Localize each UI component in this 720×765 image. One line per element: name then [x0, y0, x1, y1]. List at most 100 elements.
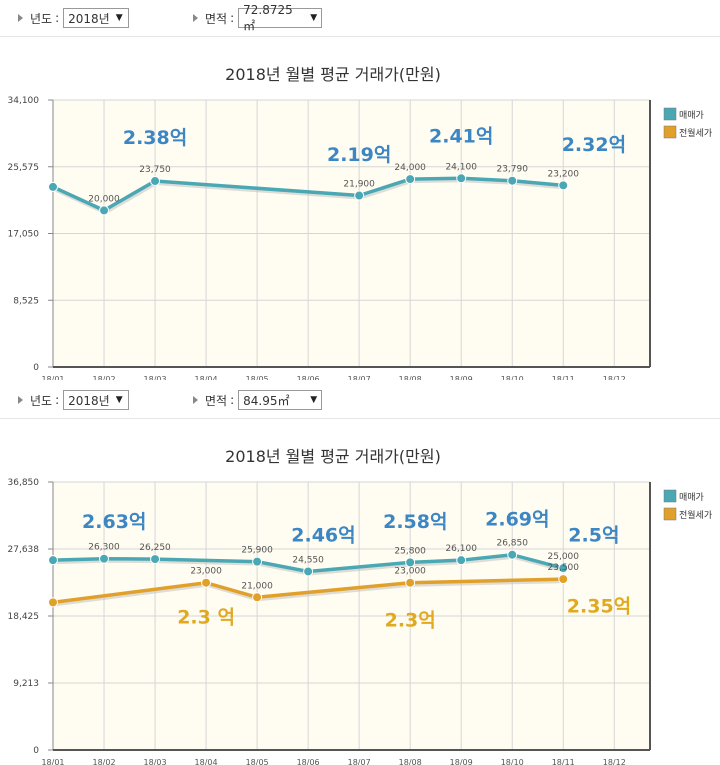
x-tick-label: 18/05: [246, 375, 269, 380]
x-tick-label: 18/02: [92, 758, 115, 765]
data-label: 24,100: [445, 162, 477, 172]
data-point: [456, 173, 467, 184]
data-label: 25,800: [394, 546, 426, 556]
data-label: 24,550: [292, 555, 324, 565]
price-annotation: 2.63억: [82, 511, 146, 533]
data-point: [150, 554, 161, 565]
data-point: [507, 549, 518, 560]
data-point: [456, 555, 467, 566]
legend-swatch: [663, 107, 677, 121]
year-select-value: 2018년: [68, 393, 110, 408]
x-tick-label: 18/12: [603, 758, 626, 765]
x-tick-label: 18/03: [144, 375, 167, 380]
data-label: 26,250: [139, 543, 171, 553]
data-label: 23,790: [496, 165, 528, 175]
price-annotation: 2.3 억: [177, 606, 235, 628]
legend-swatch: [663, 507, 677, 521]
y-tick-label: 17,050: [8, 230, 40, 240]
x-tick-label: 18/05: [246, 758, 269, 765]
price-line-chart: 2018년 월별 평균 거래가(만원) 36,850 27,638 18,425 9,2…: [8, 447, 713, 765]
y-tick-label: 36,850: [8, 478, 40, 488]
data-label: 26,850: [496, 539, 528, 549]
area-label: 면적: [205, 11, 228, 26]
data-point: [303, 566, 314, 577]
data-point: [252, 592, 263, 603]
data-label: 20,000: [88, 194, 120, 204]
data-point: [507, 175, 518, 186]
year-filter: 년도 : 2018년 ▼: [18, 389, 130, 411]
x-tick-label: 18/01: [41, 375, 64, 380]
year-select[interactable]: 2018년 ▼: [63, 390, 130, 410]
y-tick-label: 0: [33, 746, 39, 756]
x-tick-label: 18/06: [297, 375, 320, 380]
price-line-chart: 2018년 월별 평균 거래가(만원) 34,100 25,575 17,050 8,5…: [8, 65, 713, 380]
area-filter: 면적 : 84.95㎡ ▼: [193, 389, 323, 411]
chart-title: 2018년 월별 평균 거래가(만원): [225, 65, 441, 84]
area-select[interactable]: 84.95㎡ ▼: [238, 390, 323, 410]
x-tick-label: 18/10: [501, 758, 524, 765]
data-point: [558, 574, 569, 585]
y-tick-label: 18,425: [8, 612, 40, 622]
year-filter: 년도 : 2018년 ▼: [18, 7, 130, 29]
x-tick-label: 18/04: [195, 758, 218, 765]
data-point: [252, 556, 263, 567]
data-label: 26,300: [88, 543, 120, 553]
year-label: 년도: [30, 11, 53, 26]
data-point: [48, 181, 58, 192]
data-point: [558, 180, 569, 191]
data-label: 21,900: [343, 180, 375, 190]
data-label: 23,750: [139, 165, 171, 175]
price-annotation: 2.38억: [123, 127, 187, 149]
x-tick-label: 18/02: [92, 375, 115, 380]
data-point: [201, 577, 212, 588]
caret-down-icon: ▼: [115, 13, 123, 23]
year-label: 년도: [30, 393, 53, 408]
legend-label: 전월세가: [679, 509, 712, 521]
data-label: 23,000: [190, 567, 222, 577]
price-annotation: 2.69억: [485, 508, 549, 530]
y-tick-label: 8,525: [13, 296, 39, 306]
triangle-right-icon: [18, 14, 23, 22]
x-tick-label: 18/09: [450, 375, 473, 380]
legend-swatch: [663, 489, 677, 503]
x-tick-label: 18/03: [144, 758, 167, 765]
x-tick-label: 18/07: [348, 758, 371, 765]
y-tick-label: 34,100: [8, 96, 40, 106]
x-tick-label: 18/09: [450, 758, 473, 765]
x-tick-label: 18/07: [348, 375, 371, 380]
x-tick-label: 18/06: [297, 758, 320, 765]
price-annotation: 2.5억: [568, 524, 619, 546]
data-point: [558, 563, 569, 574]
caret-down-icon: ▼: [115, 395, 123, 405]
price-annotation: 2.41억: [429, 125, 493, 147]
price-annotation: 2.46억: [291, 524, 355, 546]
x-tick-label: 18/10: [501, 375, 524, 380]
area-select-value: 72.8725㎡: [243, 2, 293, 33]
chart-title: 2018년 월별 평균 거래가(만원): [225, 447, 441, 466]
x-tick-label: 18/04: [195, 375, 218, 380]
triangle-right-icon: [193, 14, 198, 22]
legend-label: 매매가: [679, 110, 704, 121]
year-select-value: 2018년: [68, 11, 110, 26]
year-select[interactable]: 2018년 ▼: [63, 8, 130, 28]
area-select-value: 84.95㎡: [243, 393, 290, 408]
data-label: 24,000: [394, 163, 426, 173]
data-point: [48, 597, 58, 608]
y-tick-label: 0: [33, 363, 39, 373]
legend-label: 매매가: [679, 492, 704, 503]
data-point: [405, 577, 416, 588]
data-point: [150, 176, 161, 187]
data-point: [99, 553, 110, 564]
chart-panel-2: 년도 : 2018년 ▼ 면적 : 84.95㎡ ▼ 2018년 월별 평균 거…: [0, 382, 720, 765]
data-point: [99, 205, 110, 216]
x-tick-label: 18/12: [603, 375, 626, 380]
data-point: [354, 190, 365, 201]
data-label: 26,100: [445, 544, 477, 554]
filter-bar: 년도 : 2018년 ▼ 면적 : 72.8725㎡ ▼: [0, 0, 720, 37]
x-tick-label: 18/08: [399, 758, 422, 765]
data-label: 21,000: [241, 581, 273, 591]
price-annotation: 2.32억: [562, 134, 626, 156]
data-point: [405, 174, 416, 185]
caret-down-icon: ▼: [310, 13, 318, 23]
area-select[interactable]: 72.8725㎡ ▼: [238, 3, 323, 33]
